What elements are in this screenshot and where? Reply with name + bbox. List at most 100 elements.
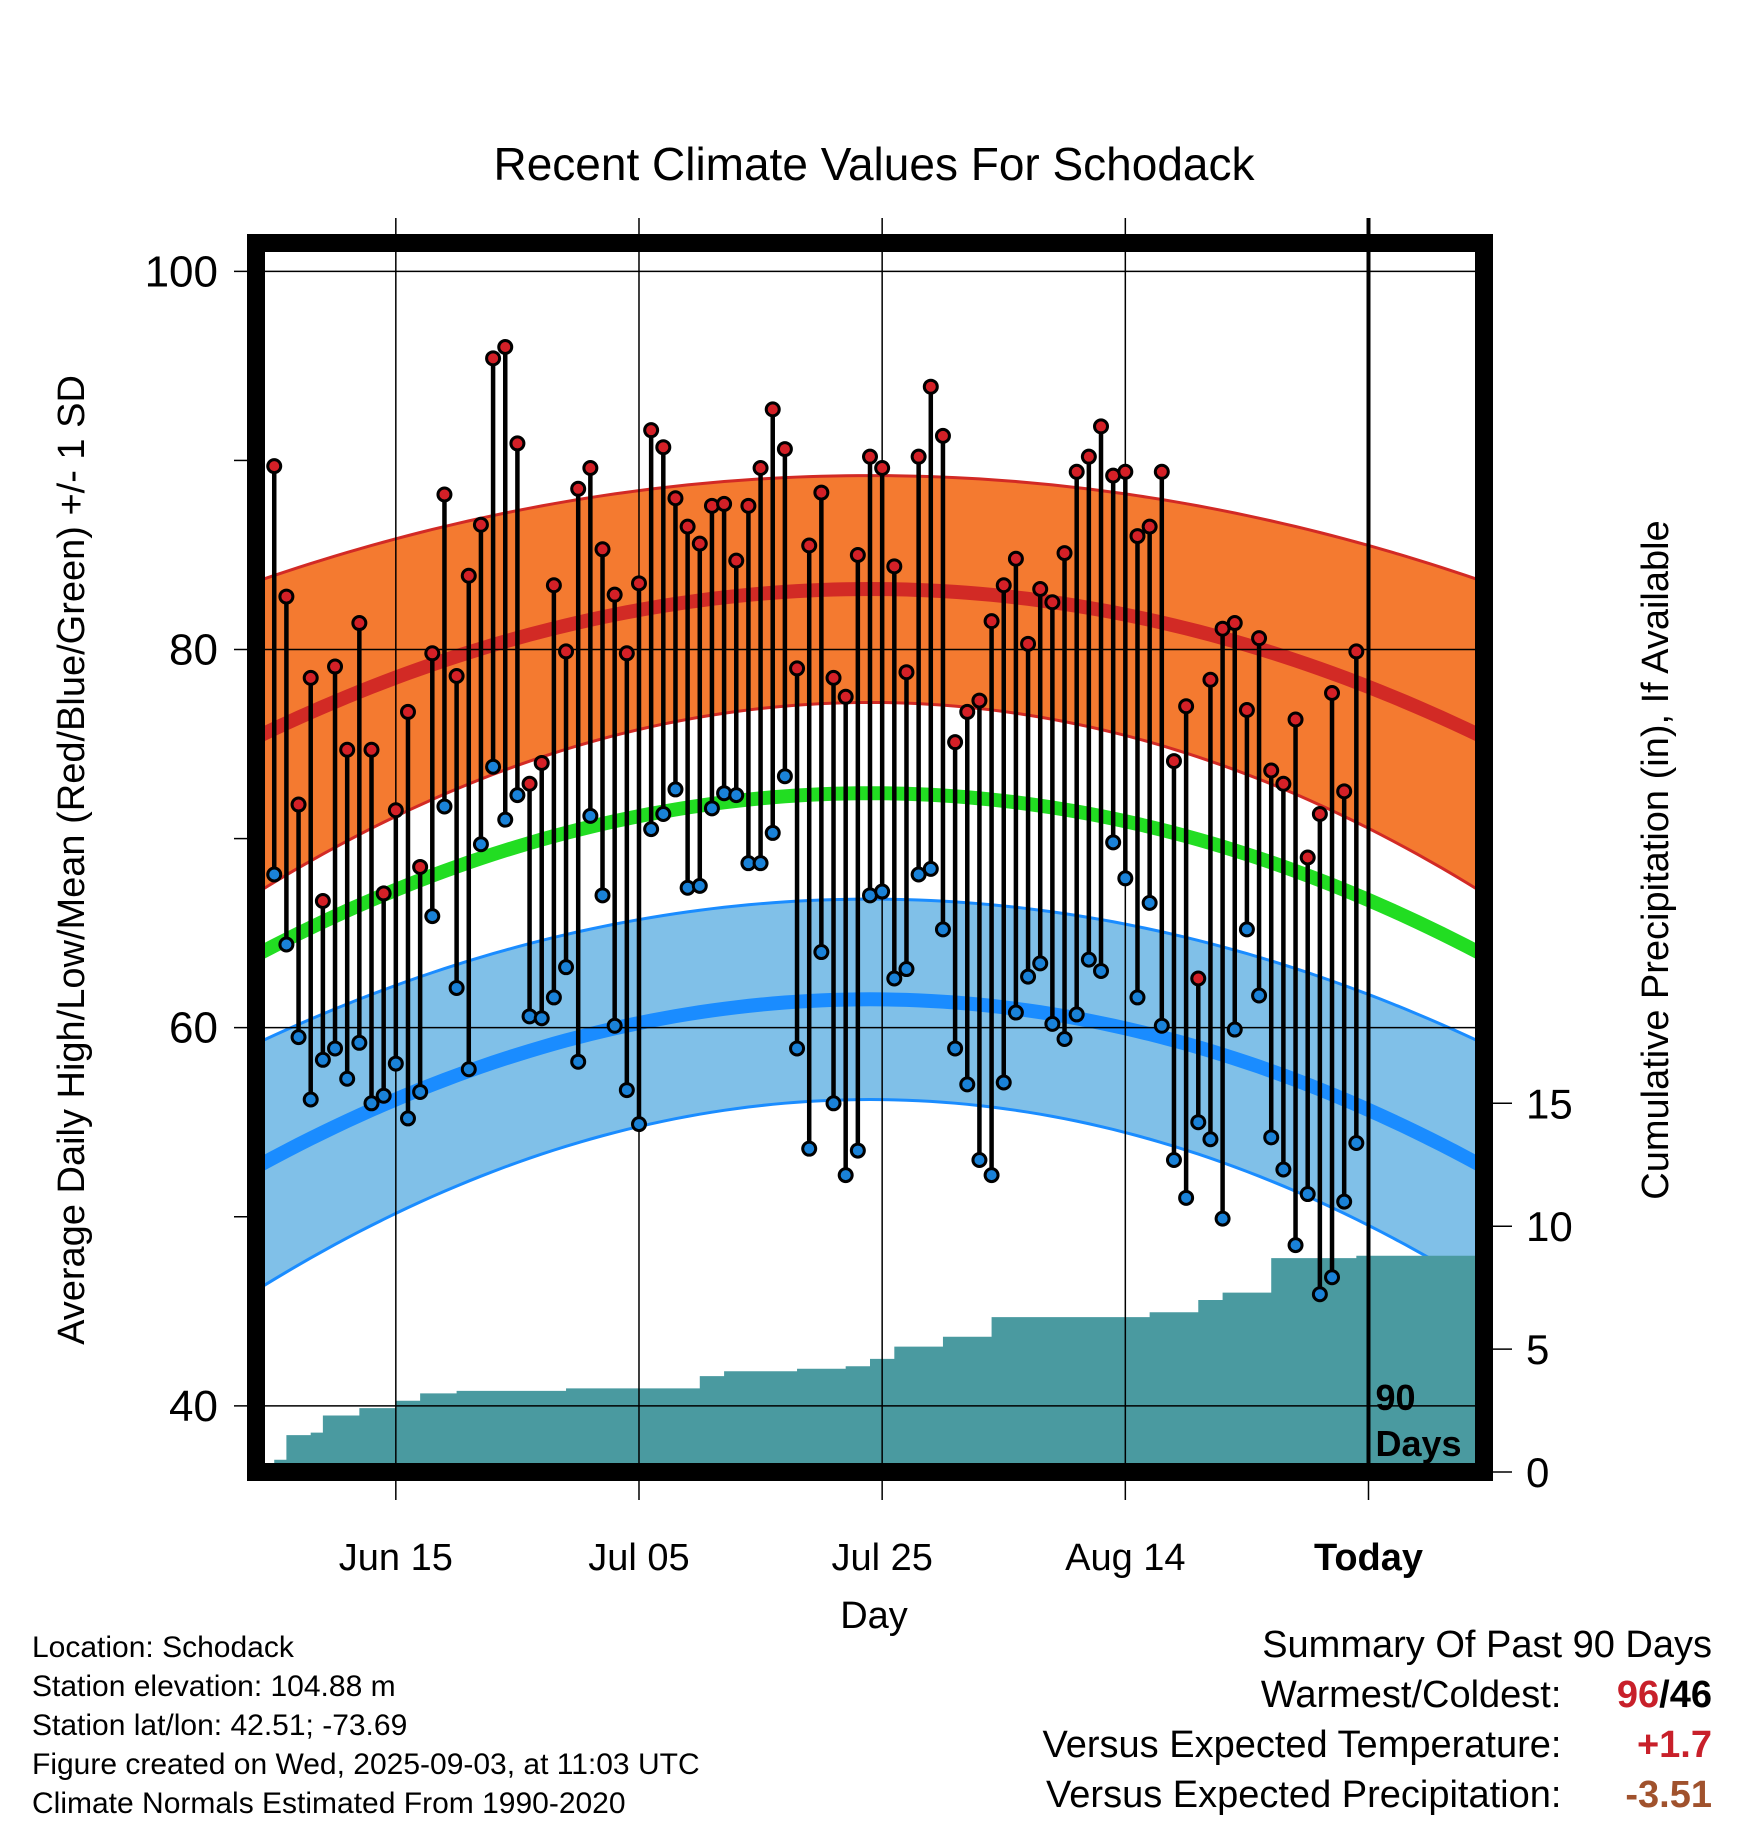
- high-point: [679, 518, 696, 535]
- elevation-text: Station elevation: 104.88 m: [32, 1670, 396, 1703]
- low-point: [1080, 951, 1097, 968]
- low-point: [351, 1034, 368, 1051]
- low-point: [1263, 1129, 1280, 1146]
- low-point: [1202, 1131, 1219, 1148]
- data-marks: [266, 338, 1365, 1303]
- high-point: [934, 427, 951, 444]
- high-point: [947, 734, 964, 751]
- low-point: [387, 1055, 404, 1072]
- high-point: [1165, 753, 1182, 770]
- low-point: [1020, 968, 1037, 985]
- chart-title: Recent Climate Values For Schodack: [493, 138, 1255, 190]
- high-point: [1044, 594, 1061, 611]
- latlon-text: Station lat/lon: 42.51; -73.69: [32, 1709, 408, 1742]
- low-point: [327, 1040, 344, 1057]
- low-point: [266, 866, 283, 883]
- high-point: [716, 495, 733, 512]
- y-axis-label-right: Cumulative Precipitation (in), If Availa…: [1635, 520, 1677, 1199]
- high-point: [545, 577, 562, 594]
- high-point: [776, 441, 793, 458]
- warmest-coldest-label: Warmest/Coldest:: [1260, 1674, 1562, 1716]
- low-point: [728, 787, 745, 804]
- precip-area: [262, 1255, 1484, 1472]
- summary-warmest-coldest: Warmest/Coldest: 96/46: [1043, 1670, 1712, 1720]
- high-point: [922, 378, 939, 395]
- high-point: [302, 669, 319, 686]
- high-point: [1068, 463, 1085, 480]
- high-point: [606, 586, 623, 603]
- low-point: [1068, 1006, 1085, 1023]
- x-axis-label: Day: [840, 1595, 908, 1637]
- low-point: [339, 1070, 356, 1087]
- low-point: [789, 1040, 806, 1057]
- low-point: [1056, 1031, 1073, 1048]
- low-point: [1190, 1114, 1207, 1131]
- low-point: [886, 970, 903, 987]
- y-tick-label: 80: [169, 626, 218, 675]
- high-point: [558, 643, 575, 660]
- low-point: [959, 1076, 976, 1093]
- low-point: [1044, 1015, 1061, 1032]
- high-point: [898, 664, 915, 681]
- summary-precipitation: Versus Expected Precipitation: -3.51: [1043, 1770, 1712, 1820]
- low-point: [837, 1167, 854, 1184]
- high-point: [752, 460, 769, 477]
- y-axis-label-left: Average Daily High/Low/Mean (Red/Blue/Gr…: [51, 375, 93, 1345]
- high-point: [1032, 581, 1049, 598]
- high-point: [1251, 630, 1268, 647]
- low-point: [363, 1095, 380, 1112]
- high-point: [594, 541, 611, 558]
- high-point: [837, 688, 854, 705]
- low-normal-band: [256, 899, 1484, 1291]
- low-point: [412, 1083, 429, 1100]
- high-point: [959, 703, 976, 720]
- warmest-value: 96: [1616, 1674, 1660, 1716]
- y-right-tick-label: 15: [1526, 1080, 1573, 1127]
- low-point: [1336, 1193, 1353, 1210]
- low-point: [302, 1091, 319, 1108]
- high-point: [339, 741, 356, 758]
- high-point: [983, 613, 1000, 630]
- x-tick-label: Jul 05: [588, 1537, 689, 1579]
- low-point: [1129, 989, 1146, 1006]
- high-point: [764, 401, 781, 418]
- slash: /: [1659, 1674, 1670, 1716]
- low-point: [1032, 955, 1049, 972]
- high-point: [801, 537, 818, 554]
- high-point: [1348, 643, 1365, 660]
- high-point: [1311, 806, 1328, 823]
- low-point: [776, 768, 793, 785]
- high-point: [886, 558, 903, 575]
- high-point: [728, 552, 745, 569]
- low-point: [922, 860, 939, 877]
- low-point: [1275, 1161, 1292, 1178]
- low-point: [1165, 1152, 1182, 1169]
- high-point: [1178, 698, 1195, 715]
- low-point: [691, 877, 708, 894]
- low-point: [1324, 1269, 1341, 1286]
- coldest-value: 46: [1669, 1674, 1712, 1716]
- high-point: [363, 741, 380, 758]
- low-point: [1093, 962, 1110, 979]
- y-tick-label: 100: [145, 247, 218, 296]
- low-point: [971, 1152, 988, 1169]
- low-point: [460, 1061, 477, 1078]
- high-point: [314, 892, 331, 909]
- station-info: Location: Schodack Station elevation: 10…: [32, 1628, 700, 1823]
- high-point: [290, 796, 307, 813]
- high-point: [655, 439, 672, 456]
- high-point: [570, 480, 587, 497]
- low-point: [570, 1053, 587, 1070]
- high-point: [874, 460, 891, 477]
- high-point: [1056, 545, 1073, 562]
- summary-temperature: Versus Expected Temperature: +1.7: [1043, 1720, 1712, 1770]
- x-tick-label: Jul 25: [831, 1537, 932, 1579]
- y-right-tick-label: 10: [1526, 1203, 1573, 1250]
- temp-label: Versus Expected Temperature:: [1042, 1724, 1562, 1766]
- high-point: [1117, 463, 1134, 480]
- high-point: [509, 435, 526, 452]
- high-point: [278, 588, 295, 605]
- high-point: [995, 577, 1012, 594]
- low-point: [1287, 1237, 1304, 1254]
